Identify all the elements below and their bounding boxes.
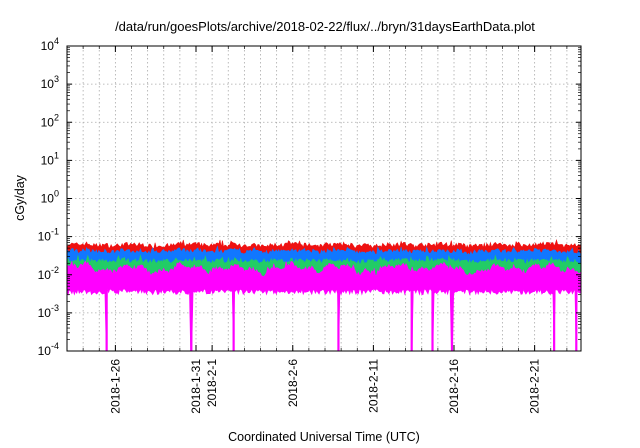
y-tick-label: 103 <box>41 74 59 91</box>
grid-layer <box>67 46 581 351</box>
x-tick-label: 2018-2-16 <box>447 359 461 414</box>
y-tick-label: 101 <box>41 150 59 167</box>
y-tick-label: 104 <box>41 36 59 53</box>
x-tick-label: 2018-2-1 <box>205 359 219 407</box>
y-tick-label: 102 <box>41 112 59 129</box>
x-tick-label: 2018-2-21 <box>528 359 542 414</box>
series-layer <box>66 238 582 352</box>
y-tick-label: 10-1 <box>38 227 59 244</box>
y-tick-label: 10-4 <box>38 341 59 358</box>
y-tick-label: 10-3 <box>38 303 59 320</box>
y-tick-label: 10-2 <box>38 265 59 282</box>
x-tick-label: 2018-1-31 <box>189 359 203 414</box>
chart-title: /data/run/goesPlots/archive/2018-02-22/f… <box>115 19 535 34</box>
x-tick-label: 2018-2-6 <box>286 359 300 407</box>
series-band <box>66 260 582 352</box>
x-axis-label: Coordinated Universal Time (UTC) <box>228 430 420 444</box>
axis-layer: 10-4 10-3 10-2 10-1 100 101 102 103 104 2018-1-26… <box>38 36 581 414</box>
x-tick-label: 2018-2-11 <box>366 359 380 413</box>
x-tick-label: 2018-1-26 <box>108 359 122 414</box>
y-axis-label: cGy/day <box>13 174 27 221</box>
y-tick-label: 100 <box>41 189 59 206</box>
